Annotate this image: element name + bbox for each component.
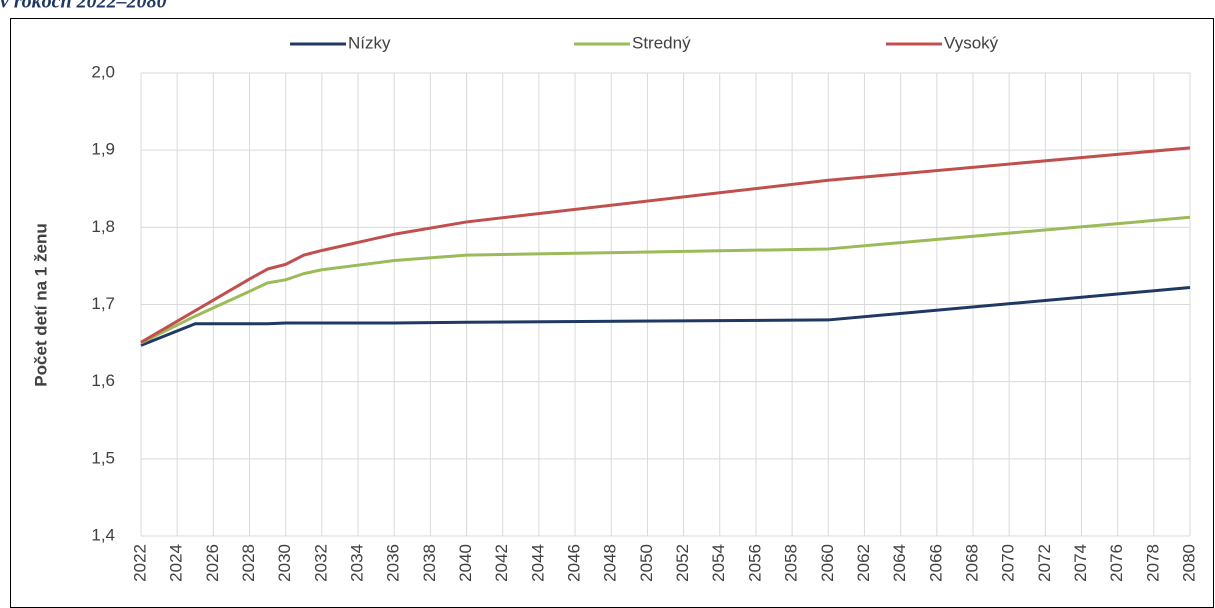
y-tick-label: 1,9 — [91, 140, 115, 159]
x-tick-label: 2042 — [492, 544, 511, 582]
x-tick-label: 2068 — [962, 544, 981, 582]
x-tick-label: 2078 — [1143, 544, 1162, 582]
x-tick-label: 2034 — [348, 544, 367, 582]
x-tick-label: 2052 — [673, 544, 692, 582]
series-line — [140, 146, 1191, 344]
x-tick-label: 2022 — [130, 544, 149, 582]
x-tick-label: 2024 — [167, 544, 186, 582]
x-tick-label: 2028 — [239, 544, 258, 582]
x-tick-label: 2030 — [275, 544, 294, 582]
chart-title: v rokoch 2022–2080 — [0, 0, 167, 13]
y-tick-label: 2,0 — [91, 62, 115, 81]
x-tick-label: 2070 — [999, 544, 1018, 582]
x-tick-label: 2038 — [420, 544, 439, 582]
y-tick-label: 1,7 — [91, 294, 115, 313]
x-tick-label: 2080 — [1179, 544, 1198, 582]
x-tick-label: 2058 — [782, 544, 801, 582]
x-tick-label: 2050 — [637, 544, 656, 582]
legend-label: Nízky — [348, 33, 391, 52]
y-axis-label: Počet detí na 1 ženu — [31, 223, 50, 386]
y-tick-label: 1,8 — [91, 217, 115, 236]
x-tick-label: 2066 — [926, 544, 945, 582]
x-tick-label: 2062 — [854, 544, 873, 582]
x-tick-label: 2064 — [890, 544, 909, 582]
x-tick-label: 2074 — [1071, 544, 1090, 582]
x-tick-label: 2060 — [818, 544, 837, 582]
x-tick-label: 2054 — [709, 544, 728, 582]
x-tick-label: 2026 — [203, 544, 222, 582]
y-tick-label: 1,6 — [91, 371, 115, 390]
x-tick-label: 2044 — [528, 544, 547, 582]
series-line — [140, 286, 1191, 347]
y-tick-label: 1,5 — [91, 448, 115, 467]
legend-label: Stredný — [632, 33, 691, 52]
legend-label: Vysoký — [944, 33, 999, 52]
x-tick-label: 2036 — [384, 544, 403, 582]
x-tick-label: 2032 — [311, 544, 330, 582]
y-tick-label: 1,4 — [91, 525, 115, 544]
x-tick-label: 2076 — [1107, 544, 1126, 582]
x-tick-label: 2072 — [1035, 544, 1054, 582]
x-tick-label: 2040 — [456, 544, 475, 582]
x-tick-label: 2056 — [745, 544, 764, 582]
x-tick-label: 2046 — [565, 544, 584, 582]
x-tick-label: 2048 — [601, 544, 620, 582]
series-line — [140, 215, 1191, 345]
